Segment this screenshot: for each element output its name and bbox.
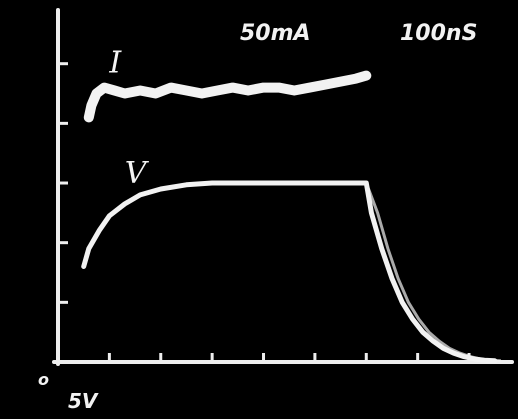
trace-i <box>83 70 372 123</box>
graticule-ticks <box>58 62 471 362</box>
trace-v-echo <box>82 181 501 363</box>
trace-group: IV <box>81 46 501 364</box>
graticule-axes <box>52 8 514 366</box>
trace-label-v: V <box>125 156 150 191</box>
time-scale-label: 100nS <box>400 21 477 46</box>
origin-marker: o <box>38 370 49 389</box>
voltage-scale-label: 5V <box>68 389 99 413</box>
current-scale-label: 50mA <box>240 21 311 46</box>
trace-label-i: I <box>108 46 122 81</box>
